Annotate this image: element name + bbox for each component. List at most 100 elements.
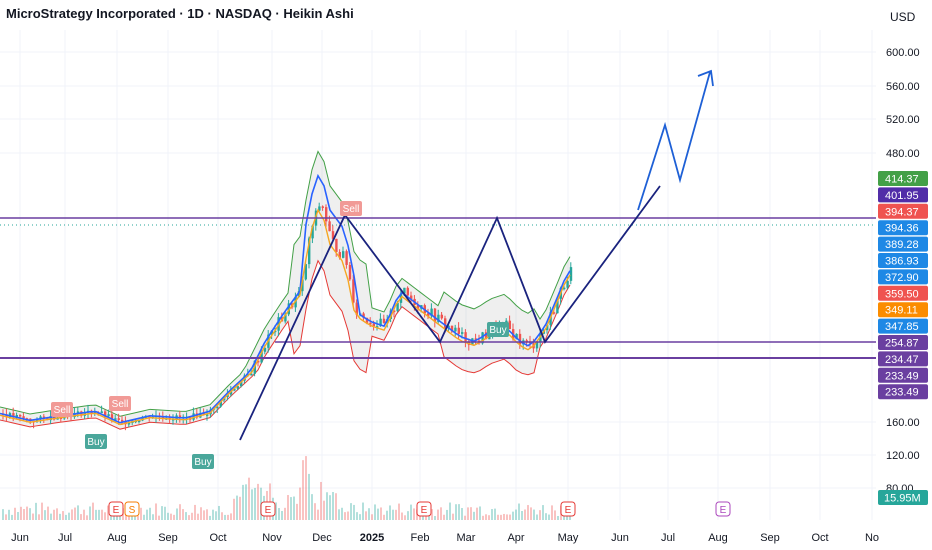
price-badge: [878, 187, 928, 203]
volume-bar: [482, 515, 484, 520]
time-tick-label: Feb: [411, 532, 430, 544]
candle-body: [362, 313, 365, 318]
volume-bar: [515, 509, 517, 520]
volume-bar: [323, 500, 325, 520]
price-badge: [878, 236, 928, 252]
volume-bar: [524, 509, 526, 520]
price-badge-label: 359.50: [885, 288, 919, 300]
volume-bar: [257, 483, 259, 520]
volume-bar: [284, 507, 286, 520]
volume-bar: [467, 507, 469, 520]
band-upper-line: [0, 150, 571, 417]
candle-body: [437, 314, 440, 322]
earnings-marker: [416, 501, 432, 517]
volume-bar: [311, 494, 313, 520]
volume-bar: [281, 510, 283, 520]
volume-bar: [374, 504, 376, 520]
earnings-marker: [560, 501, 576, 517]
candle-body: [263, 347, 267, 352]
volume-bar: [224, 514, 226, 520]
volume-bar: [359, 514, 361, 520]
candle-body: [121, 419, 124, 422]
volume-bar: [98, 509, 100, 520]
volume-bar: [299, 487, 301, 520]
candle-body: [457, 327, 460, 334]
signal-label: Sell: [112, 399, 129, 410]
price-badge: [878, 171, 928, 186]
volume-bar: [353, 504, 355, 520]
candle-body: [484, 332, 488, 340]
candle-body: [22, 416, 25, 419]
price-tick-label: 600.00: [886, 47, 920, 59]
volume-bar: [203, 510, 205, 520]
volume-bar: [47, 506, 49, 520]
candle-body: [284, 314, 287, 322]
candle-body: [556, 298, 559, 314]
candle-body: [192, 413, 195, 420]
time-tick-label: Oct: [209, 532, 226, 544]
price-badge-label: 386.93: [885, 256, 919, 268]
volume-bar: [41, 502, 43, 520]
volume-bar: [62, 511, 64, 520]
candle-body: [114, 418, 117, 420]
candle-body: [552, 312, 556, 314]
price-tick-label: 160.00: [886, 417, 920, 429]
volume-bar: [251, 489, 253, 520]
volume-bar: [2, 509, 4, 520]
volume-bar: [275, 502, 277, 520]
earnings-label: E: [113, 505, 120, 516]
volume-bar: [410, 504, 412, 520]
candle-body: [563, 287, 566, 290]
volume-bar: [155, 503, 157, 520]
volume-bar: [386, 510, 388, 520]
volume-bar: [329, 495, 331, 520]
currency-label[interactable]: USD: [890, 10, 916, 24]
candle-body: [444, 318, 447, 328]
price-tick-label: 520.00: [886, 114, 920, 126]
volume-bar: [440, 507, 442, 520]
volume-bar: [443, 514, 445, 520]
earnings-label: E: [265, 505, 272, 516]
pattern-trend-line: [239, 185, 661, 441]
price-badge-label: 394.36: [885, 223, 919, 235]
earnings-label: S: [129, 505, 136, 516]
volume-bar: [287, 495, 289, 520]
candle-body: [335, 238, 338, 253]
volume-bar: [293, 496, 295, 520]
candle-body: [515, 333, 518, 340]
candle-body: [461, 332, 464, 334]
drawings[interactable]: [0, 69, 876, 441]
earnings-marker: [108, 501, 124, 517]
price-badge-label: 349.11: [885, 305, 918, 317]
volume-bar: [341, 507, 343, 520]
volume-bar: [527, 505, 529, 520]
candle-body: [372, 323, 375, 327]
band-lower-line: [0, 259, 571, 430]
volume-bar: [38, 514, 40, 520]
volume-bar: [377, 508, 379, 520]
volume-bar: [335, 493, 337, 520]
ma-blue-line: [0, 173, 571, 424]
volume-bar: [506, 514, 508, 520]
candle-body: [216, 406, 219, 409]
volume-bar: [170, 513, 172, 520]
candle-body: [12, 413, 15, 417]
volume-bar: [539, 510, 541, 520]
price-badge-label: 414.37: [885, 174, 919, 186]
candle-body: [49, 416, 52, 421]
volume-bar: [194, 504, 196, 520]
time-tick-label: Jun: [611, 532, 629, 544]
volume-bar: [491, 509, 493, 520]
candle-body: [117, 418, 120, 420]
volume-bar: [23, 509, 25, 520]
candle-body: [376, 326, 379, 328]
volume-bar: [254, 487, 256, 520]
volume-bar: [488, 515, 490, 520]
volume-bar: [176, 508, 178, 520]
volume-bar: [44, 510, 46, 520]
time-tick-label: Dec: [312, 532, 332, 544]
signal-marker: [85, 434, 107, 449]
volume-bar: [434, 515, 436, 520]
candle-body: [539, 333, 542, 343]
